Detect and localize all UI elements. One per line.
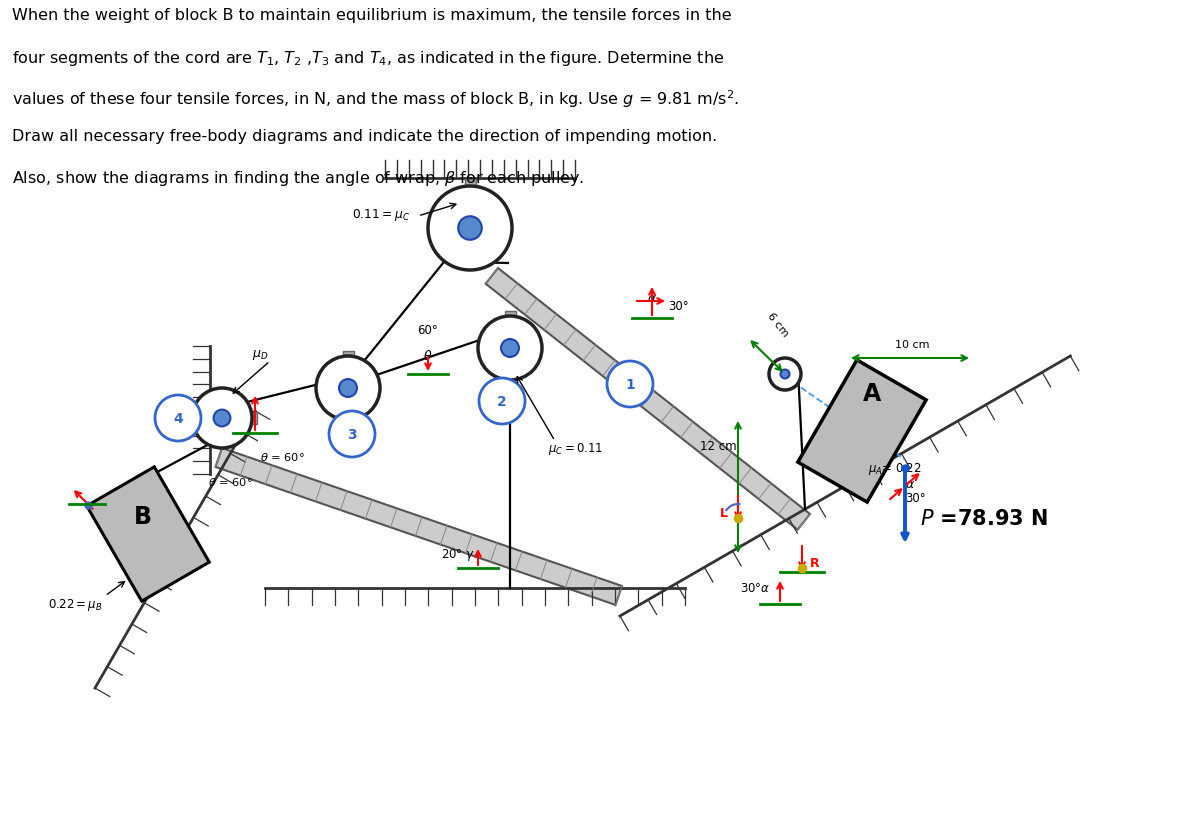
Text: When the weight of block B to maintain equilibrium is maximum, the tensile force: When the weight of block B to maintain e…	[12, 8, 732, 23]
Text: values of these four tensile forces, in N, and the mass of block B, in kg. Use $: values of these four tensile forces, in …	[12, 89, 739, 110]
Polygon shape	[798, 360, 926, 502]
Text: 30°$\alpha$: 30°$\alpha$	[739, 582, 770, 594]
Circle shape	[316, 357, 380, 421]
Circle shape	[458, 217, 481, 241]
Circle shape	[502, 339, 518, 358]
Text: 30°: 30°	[905, 492, 925, 505]
Text: $0.11 = \mu_C$: $0.11 = \mu_C$	[352, 206, 410, 222]
Circle shape	[192, 389, 252, 448]
Text: $\alpha$: $\alpha$	[905, 478, 916, 491]
Bar	[342, 351, 354, 393]
Text: $\alpha$: $\alpha$	[647, 292, 658, 305]
Circle shape	[769, 359, 802, 390]
Text: $\mu_D$: $\mu_D$	[252, 348, 269, 361]
Text: 3: 3	[347, 427, 356, 441]
Bar	[464, 180, 475, 234]
Text: 60°: 60°	[418, 324, 438, 337]
Text: $\theta$ = 60°: $\theta$ = 60°	[260, 451, 305, 462]
Circle shape	[214, 410, 230, 427]
Polygon shape	[86, 467, 209, 601]
Text: 10 cm: 10 cm	[895, 339, 929, 349]
Text: 30°: 30°	[668, 300, 689, 314]
Text: Draw all necessary free-body diagrams and indicate the direction of impending mo: Draw all necessary free-body diagrams an…	[12, 129, 718, 144]
Text: $P$ =78.93 N: $P$ =78.93 N	[920, 508, 1048, 528]
Text: B: B	[134, 504, 152, 528]
Bar	[218, 413, 257, 424]
Circle shape	[479, 379, 526, 425]
Text: A: A	[863, 381, 881, 405]
Text: Also, show the diagrams in finding the angle of wrap, $\beta$ for each pulley.: Also, show the diagrams in finding the a…	[12, 169, 584, 188]
Polygon shape	[216, 448, 622, 605]
Circle shape	[155, 395, 202, 441]
Circle shape	[607, 361, 653, 407]
Text: $\mu_A$= 0.22: $\mu_A$= 0.22	[868, 461, 922, 477]
Bar	[504, 311, 516, 353]
Text: 2: 2	[497, 395, 506, 409]
Text: 6 cm: 6 cm	[766, 311, 791, 339]
Text: four segments of the cord are $T_1$, $T_2$ ,$T_3$ and $T_4$, as indicated in the: four segments of the cord are $T_1$, $T_…	[12, 48, 725, 68]
Text: $0.22 = \mu_B$: $0.22 = \mu_B$	[48, 596, 102, 612]
Circle shape	[329, 411, 374, 457]
Text: 4: 4	[173, 411, 182, 426]
Circle shape	[340, 380, 356, 397]
Circle shape	[428, 186, 512, 271]
Text: $\mu_C = 0.11$: $\mu_C = 0.11$	[548, 441, 604, 456]
Polygon shape	[486, 268, 810, 530]
Text: 1: 1	[625, 378, 635, 391]
Text: 20° $\gamma$: 20° $\gamma$	[440, 547, 475, 563]
Text: R: R	[810, 557, 820, 570]
Text: 12 cm: 12 cm	[700, 440, 737, 453]
Circle shape	[478, 317, 542, 380]
Text: $\theta$: $\theta$	[424, 349, 433, 363]
Circle shape	[780, 370, 790, 379]
Text: L: L	[720, 507, 728, 520]
Text: $\theta$ = 60°: $\theta$ = 60°	[208, 476, 253, 487]
